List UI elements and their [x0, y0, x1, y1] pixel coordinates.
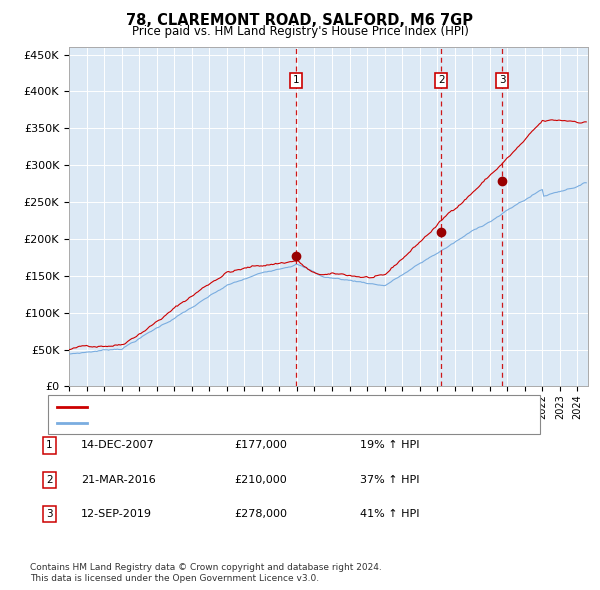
Text: HPI: Average price, semi-detached house, Salford: HPI: Average price, semi-detached house,…	[93, 418, 352, 428]
Text: 41% ↑ HPI: 41% ↑ HPI	[360, 509, 419, 519]
Text: Price paid vs. HM Land Registry's House Price Index (HPI): Price paid vs. HM Land Registry's House …	[131, 25, 469, 38]
Text: 19% ↑ HPI: 19% ↑ HPI	[360, 441, 419, 450]
Text: £278,000: £278,000	[234, 509, 287, 519]
Text: £210,000: £210,000	[234, 475, 287, 484]
Text: 2: 2	[46, 475, 53, 484]
Text: 2: 2	[438, 76, 445, 86]
Text: 1: 1	[46, 441, 53, 450]
Text: This data is licensed under the Open Government Licence v3.0.: This data is licensed under the Open Gov…	[30, 573, 319, 583]
Text: 1: 1	[293, 76, 299, 86]
Text: 78, CLAREMONT ROAD, SALFORD, M6 7GP (semi-detached house): 78, CLAREMONT ROAD, SALFORD, M6 7GP (sem…	[93, 402, 437, 412]
Text: £177,000: £177,000	[234, 441, 287, 450]
Text: 37% ↑ HPI: 37% ↑ HPI	[360, 475, 419, 484]
Text: 3: 3	[499, 76, 506, 86]
Text: 12-SEP-2019: 12-SEP-2019	[81, 509, 152, 519]
Text: 78, CLAREMONT ROAD, SALFORD, M6 7GP: 78, CLAREMONT ROAD, SALFORD, M6 7GP	[127, 13, 473, 28]
Text: 3: 3	[46, 509, 53, 519]
Text: 14-DEC-2007: 14-DEC-2007	[81, 441, 155, 450]
Text: Contains HM Land Registry data © Crown copyright and database right 2024.: Contains HM Land Registry data © Crown c…	[30, 563, 382, 572]
Text: 21-MAR-2016: 21-MAR-2016	[81, 475, 156, 484]
